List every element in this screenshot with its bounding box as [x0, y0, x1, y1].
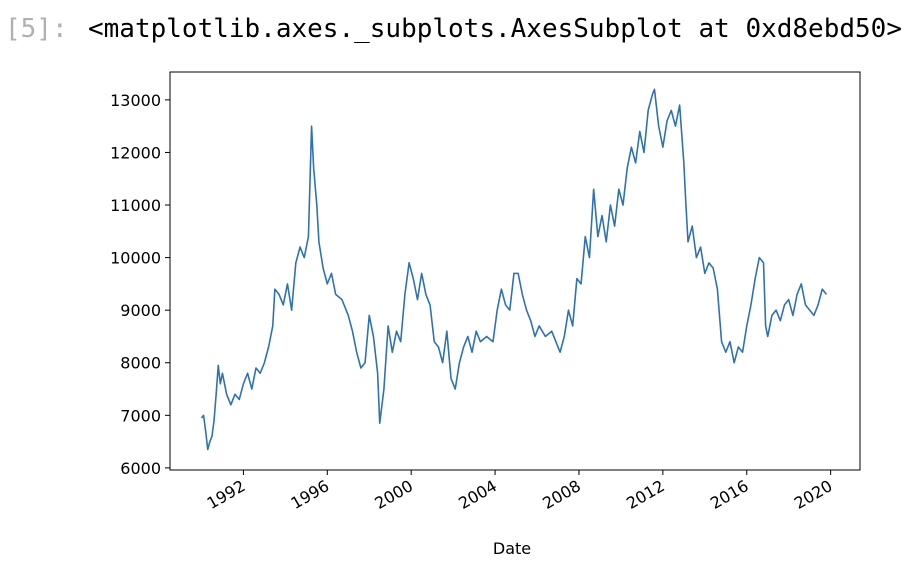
- y-tick-label: 8000: [120, 354, 161, 373]
- x-tick-label: 1992: [204, 476, 249, 513]
- x-tick-label: 2016: [707, 476, 752, 513]
- y-tick-label: 12000: [110, 143, 161, 162]
- x-tick-label: 2012: [623, 476, 668, 513]
- plot-frame: [169, 71, 861, 471]
- x-axis-label: Date: [493, 539, 531, 558]
- x-tick-label: 2000: [371, 476, 416, 513]
- y-tick-label: 11000: [110, 196, 161, 215]
- y-tick-label: 10000: [110, 249, 161, 268]
- y-tick-label: 7000: [120, 406, 161, 425]
- x-tick-label: 2020: [791, 476, 836, 513]
- cell-output: <matplotlib.axes._subplots.AxesSubplot a…: [88, 14, 902, 44]
- x-tick-label: 2004: [455, 476, 500, 513]
- y-tick-label: 13000: [110, 91, 161, 110]
- cell-prompt: [5]:: [5, 14, 68, 44]
- x-tick-label: 2008: [539, 476, 584, 513]
- y-tick-label: 6000: [120, 459, 161, 478]
- line: [200, 88, 828, 451]
- x-tick-label: 1996: [288, 476, 333, 513]
- y-tick-label: 9000: [120, 301, 161, 320]
